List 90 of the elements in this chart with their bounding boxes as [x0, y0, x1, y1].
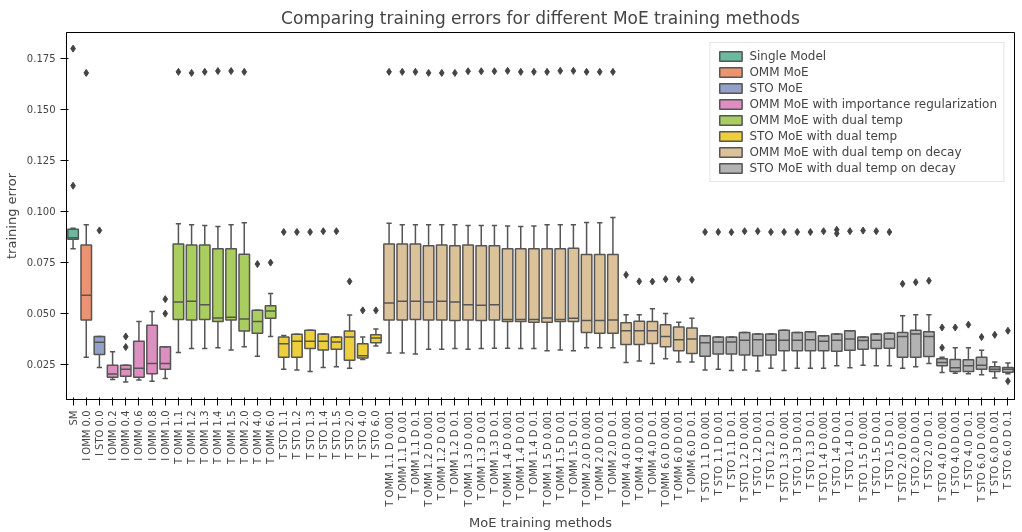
x-tick-label: T OMM 1.1 D 0.001	[383, 410, 395, 508]
x-tick-label: T STO 1.1 D 0.01	[712, 410, 724, 497]
x-tick-label: T STO 1.5 D 0.01	[870, 410, 882, 497]
x-tick-label: T OMM 1.2 D 0.001	[423, 410, 435, 508]
x-tick-label: T STO 1.4 D 0.01	[831, 410, 843, 497]
x-tick-label: T STO 1.1 D 0.1	[725, 410, 737, 491]
x-tick-label: T STO 2.0 D 0.001	[897, 410, 909, 503]
y-tick-label: 0.025	[26, 359, 56, 371]
x-tick-label: I OMM 0.4	[120, 410, 132, 461]
x-tick-label: T OMM 1.4 D 0.001	[502, 410, 514, 508]
x-tick-label: I OMM 1.0	[159, 410, 171, 461]
x-axis-title: MoE training methods	[469, 514, 613, 530]
x-tick-label: T STO 1.3	[304, 410, 316, 461]
x-tick-label: T OMM 1.1	[172, 410, 184, 465]
x-tick-label: T OMM 1.1 D 0.1	[409, 410, 421, 495]
x-tick-label: T STO 1.5 D 0.1	[883, 410, 895, 491]
x-tick-label: T STO 2.0 D 0.1	[923, 410, 935, 491]
y-tick-label: 0.125	[26, 155, 56, 167]
x-tick-label: SM	[67, 410, 79, 426]
x-tick-label: T OMM 1.3	[199, 410, 211, 465]
y-axis-title: training error	[3, 172, 19, 259]
x-tick-label: T STO 1.3 D 0.01	[791, 410, 803, 497]
x-tick-label: T OMM 6.0 D 0.1	[686, 410, 698, 495]
x-tick-label: T OMM 2.0 D 0.01	[594, 410, 606, 502]
x-tick-label: T OMM 4.0 D 0.1	[646, 410, 658, 495]
x-tick-label: T OMM 1.4 D 0.01	[515, 410, 527, 502]
x-tick-label: T STO 1.2 D 0.01	[752, 410, 764, 497]
x-tick-label: T OMM 1.3 D 0.001	[462, 410, 474, 508]
x-tick-label: T OMM 2.0 D 0.1	[607, 410, 619, 495]
legend-label: OMM MoE with dual temp	[749, 113, 903, 127]
x-tick-label: T STO 1.1 D 0.001	[699, 410, 711, 503]
x-tick-label: I OMM 0.8	[146, 410, 158, 461]
x-tick-label: T STO 1.4 D 0.001	[818, 410, 830, 503]
x-tick-label: T OMM 1.1 D 0.01	[396, 410, 408, 502]
x-tick-label: T STO 2.0 D 0.01	[910, 410, 922, 497]
x-tick-label: T OMM 1.4	[212, 410, 224, 465]
x-tick-label: T OMM 1.4 D 0.1	[528, 410, 540, 495]
y-tick-label: 0.150	[26, 104, 56, 116]
x-tick-label: T OMM 1.3 D 0.1	[488, 410, 500, 495]
x-tick-label: I STO 0.0	[93, 410, 105, 457]
y-tick-label: 0.050	[26, 308, 56, 320]
x-tick-label: T STO 1.5	[330, 410, 342, 461]
x-tick-label: T STO 1.3 D 0.001	[778, 410, 790, 503]
legend-label: STO MoE with dual temp on decay	[749, 161, 956, 175]
x-tick-label: T OMM 4.0 D 0.01	[633, 410, 645, 502]
x-tick-label: T OMM 4.0	[251, 410, 263, 465]
x-tick-label: T OMM 2.0 D 0.001	[581, 410, 593, 508]
x-tick-label: T STO 6.0	[370, 410, 382, 461]
x-tick-label: T OMM 6.0 D 0.001	[660, 410, 672, 508]
legend-label: Single Model	[749, 49, 827, 63]
y-tick-label: 0.075	[26, 257, 56, 269]
x-tick-label: T OMM 4.0 D 0.001	[620, 410, 632, 508]
x-tick-label: T OMM 6.0	[265, 410, 277, 465]
x-tick-label: T STO 1.3 D 0.1	[804, 410, 816, 491]
x-tick-label: I OMM 0.2	[107, 410, 119, 461]
x-tick-label: T STO 1.2	[291, 410, 303, 461]
x-tick-label: T STO 4.0 D 0.1	[962, 410, 974, 491]
x-tick-label: T OMM 1.2	[186, 410, 198, 465]
x-tick-label: T STO 1.2 D 0.001	[739, 410, 751, 503]
x-tick-label: T STO 6.0 D 0.01	[989, 410, 1001, 497]
x-tick-label: T STO 1.1	[278, 410, 290, 461]
x-tick-label: T STO 4.0 D 0.001	[936, 410, 948, 503]
x-tick-label: I OMM 0.0	[80, 410, 92, 461]
x-tick-label: T OMM 6.0 D 0.01	[673, 410, 685, 502]
y-tick-label: 0.175	[26, 53, 56, 65]
x-tick-label: T STO 4.0	[357, 410, 369, 461]
x-tick-label: T STO 2.0	[344, 410, 356, 461]
legend-label: STO MoE	[749, 81, 803, 95]
chart-title: Comparing training errors for different MoE training methods	[281, 7, 801, 28]
x-tick-label: T STO 1.4 D 0.1	[844, 410, 856, 491]
y-tick-label: 0.100	[26, 206, 56, 218]
legend-label: OMM MoE	[749, 65, 809, 79]
legend-label: OMM MoE with dual temp on decay	[749, 145, 962, 159]
x-tick-label: T STO 4.0 D 0.01	[949, 410, 961, 497]
x-tick-label: T OMM 1.5 D 0.01	[554, 410, 566, 502]
x-tick-label: T OMM 1.2 D 0.01	[436, 410, 448, 502]
x-tick-label: T STO 6.0 D 0.001	[976, 410, 988, 503]
x-tick-label: T STO 1.5 D 0.001	[857, 410, 869, 503]
x-tick-label: I OMM 0.6	[133, 410, 145, 461]
x-tick-label: T OMM 2.0	[238, 410, 250, 465]
x-tick-label: T STO 1.4	[317, 410, 329, 461]
x-tick-label: T OMM 1.5 D 0.1	[567, 410, 579, 495]
legend-label: STO MoE with dual temp	[749, 129, 898, 143]
x-tick-label: T OMM 1.5	[225, 410, 237, 465]
x-tick-label: T OMM 1.2 D 0.1	[449, 410, 461, 495]
x-tick-label: T STO 6.0 D 0.1	[1002, 410, 1014, 491]
legend-label: OMM MoE with importance regularization	[749, 97, 997, 111]
x-tick-label: T STO 1.2 D 0.1	[765, 410, 777, 491]
x-tick-label: T OMM 1.3 D 0.01	[475, 410, 487, 502]
x-tick-label: T OMM 1.5 D 0.001	[541, 410, 553, 508]
